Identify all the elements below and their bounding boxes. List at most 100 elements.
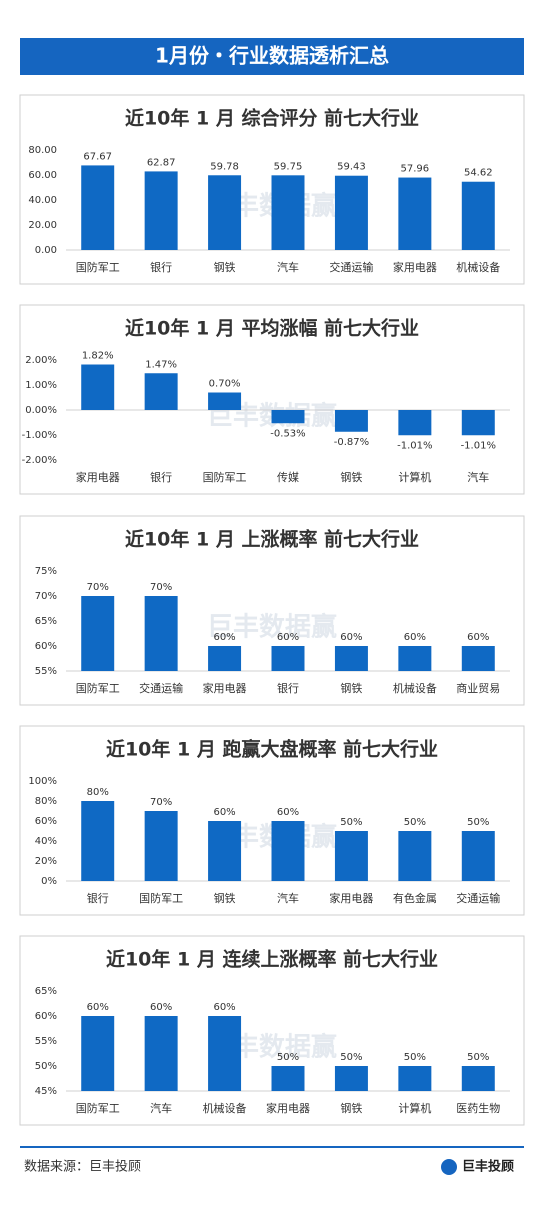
x-tick-label: 交通运输 — [139, 681, 183, 695]
x-tick-label: 家用电器 — [329, 891, 373, 905]
bar — [81, 1016, 115, 1091]
value-label: 60% — [340, 632, 362, 643]
value-label: 62.87 — [147, 157, 176, 168]
x-tick-label: 家用电器 — [76, 470, 120, 484]
y-tick-label: 20% — [35, 856, 57, 867]
y-tick-label: 100% — [28, 776, 57, 787]
y-tick-label: 60% — [35, 816, 57, 827]
bar — [334, 831, 368, 881]
value-label: 50% — [404, 817, 426, 828]
x-tick-label: 家用电器 — [203, 681, 247, 695]
value-label: 54.62 — [464, 168, 493, 179]
value-label: 1.47% — [145, 359, 177, 370]
watermark: 巨丰数据赢 — [207, 612, 337, 643]
value-label: 50% — [467, 1052, 489, 1063]
y-tick-label: 40.00 — [28, 195, 57, 206]
bar — [144, 171, 178, 250]
x-tick-label: 医药生物 — [456, 1101, 500, 1115]
chart-title: 近10年 1 月 综合评分 前七大行业 — [125, 107, 419, 130]
y-tick-label: 50% — [35, 1061, 57, 1072]
bar — [271, 821, 305, 881]
bar — [271, 410, 305, 424]
value-label: 50% — [404, 1052, 426, 1063]
value-label: 70% — [150, 582, 172, 593]
chart-title: 近10年 1 月 连续上涨概率 前七大行业 — [106, 948, 438, 971]
value-label: 50% — [467, 817, 489, 828]
x-tick-label: 银行 — [150, 260, 172, 274]
y-tick-label: 0.00% — [25, 405, 57, 416]
bar — [271, 175, 305, 250]
bar — [208, 1016, 242, 1091]
x-tick-label: 国防军工 — [76, 1101, 120, 1115]
value-label: 60% — [467, 632, 489, 643]
bar — [398, 646, 432, 671]
value-label: 80% — [87, 787, 109, 798]
x-tick-label: 汽车 — [467, 470, 489, 484]
y-tick-label: 45% — [35, 1086, 57, 1097]
bar — [81, 364, 115, 410]
x-tick-label: 机械设备 — [393, 681, 437, 695]
bar — [461, 410, 495, 436]
x-tick-label: 家用电器 — [393, 260, 437, 274]
bar — [144, 596, 178, 671]
y-tick-label: 65% — [35, 986, 57, 997]
bar — [398, 177, 432, 250]
x-tick-label: 商业贸易 — [456, 681, 500, 695]
x-tick-label: 汽车 — [277, 260, 299, 274]
bar — [398, 410, 432, 436]
value-label: 59.78 — [210, 161, 239, 172]
chart-title: 近10年 1 月 平均涨幅 前七大行业 — [125, 317, 419, 340]
x-tick-label: 有色金属 — [393, 891, 437, 905]
bar — [144, 1016, 178, 1091]
x-tick-label: 国防军工 — [76, 681, 120, 695]
value-label: -0.87% — [334, 437, 369, 448]
value-label: 70% — [150, 797, 172, 808]
x-tick-label: 传媒 — [277, 471, 299, 484]
value-label: 50% — [340, 1052, 362, 1063]
chart-title: 近10年 1 月 上涨概率 前七大行业 — [125, 528, 419, 551]
bar — [398, 1066, 432, 1091]
value-label: -1.01% — [461, 440, 496, 451]
y-tick-label: 80.00 — [28, 145, 57, 156]
header-banner — [20, 38, 524, 75]
value-label: 60% — [213, 1002, 235, 1013]
bar — [461, 1066, 495, 1091]
y-tick-label: 80% — [35, 796, 57, 807]
bar — [334, 410, 368, 432]
bar — [398, 831, 432, 881]
bar — [144, 811, 178, 881]
value-label: 50% — [340, 817, 362, 828]
bar — [81, 596, 115, 671]
value-label: 67.67 — [83, 151, 112, 162]
bar — [208, 646, 242, 671]
y-tick-label: 65% — [35, 616, 57, 627]
value-label: 59.75 — [274, 161, 303, 172]
bar — [334, 646, 368, 671]
logo-icon — [441, 1159, 457, 1175]
bar — [144, 373, 178, 410]
logo-text: 巨丰投顾 — [462, 1159, 514, 1175]
value-label: 70% — [87, 582, 109, 593]
bar — [334, 175, 368, 250]
x-tick-label: 钢铁 — [340, 682, 362, 695]
value-label: 60% — [404, 632, 426, 643]
x-tick-label: 钢铁 — [340, 1102, 362, 1115]
bar — [208, 821, 242, 881]
chart-title: 近10年 1 月 跑赢大盘概率 前七大行业 — [106, 738, 438, 761]
x-tick-label: 汽车 — [150, 1101, 172, 1115]
value-label: 50% — [277, 1052, 299, 1063]
y-tick-label: -1.00% — [22, 430, 57, 441]
bar — [461, 831, 495, 881]
y-tick-label: -2.00% — [22, 455, 57, 466]
y-tick-label: 75% — [35, 566, 57, 577]
y-tick-label: 55% — [35, 1036, 57, 1047]
bar — [271, 646, 305, 671]
x-tick-label: 钢铁 — [340, 471, 362, 484]
y-tick-label: 2.00% — [25, 355, 57, 366]
y-tick-label: 60% — [35, 641, 57, 652]
x-tick-label: 银行 — [87, 891, 109, 905]
value-label: 60% — [213, 632, 235, 643]
x-tick-label: 国防军工 — [203, 470, 247, 484]
y-tick-label: 70% — [35, 591, 57, 602]
